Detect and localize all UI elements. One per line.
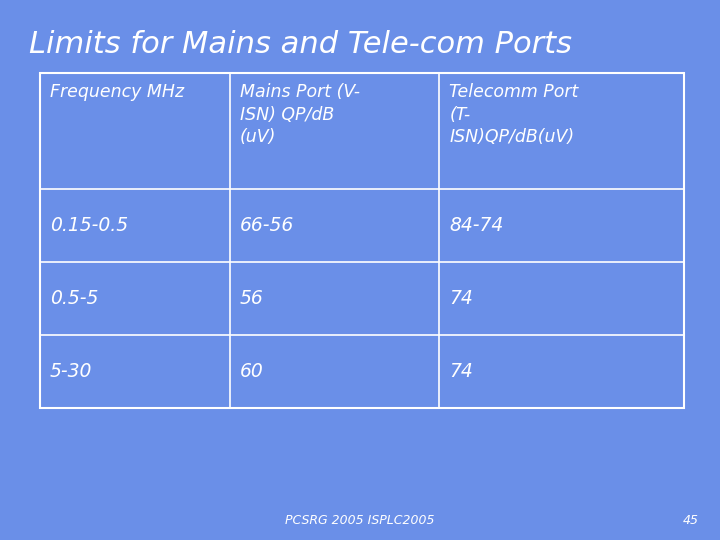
Text: Mains Port (V-
ISN) QP/dB
(uV): Mains Port (V- ISN) QP/dB (uV) <box>240 83 360 146</box>
Text: 45: 45 <box>683 514 698 526</box>
Text: 74: 74 <box>449 289 473 308</box>
Text: Telecomm Port
(T-
ISN)QP/dB(uV): Telecomm Port (T- ISN)QP/dB(uV) <box>449 83 579 146</box>
Text: Frequency MHz: Frequency MHz <box>50 83 184 100</box>
Text: 74: 74 <box>449 362 473 381</box>
Bar <box>40 73 684 408</box>
Text: PCSRG 2005 ISPLC2005: PCSRG 2005 ISPLC2005 <box>285 514 435 526</box>
Text: 5-30: 5-30 <box>50 362 92 381</box>
Text: 0.15-0.5: 0.15-0.5 <box>50 216 128 235</box>
Text: 56: 56 <box>240 289 264 308</box>
Text: 60: 60 <box>240 362 264 381</box>
Text: Limits for Mains and Tele-com Ports: Limits for Mains and Tele-com Ports <box>29 30 572 59</box>
Text: 0.5-5: 0.5-5 <box>50 289 98 308</box>
Text: 84-74: 84-74 <box>449 216 503 235</box>
Text: 66-56: 66-56 <box>240 216 294 235</box>
